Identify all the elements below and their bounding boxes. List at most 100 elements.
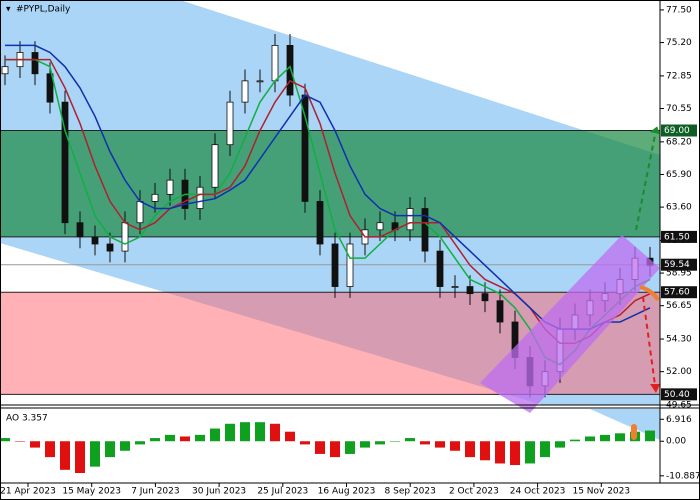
ao-bar (60, 441, 70, 470)
ao-bar (360, 441, 370, 448)
candle-body (91, 236, 99, 245)
ao-bar (375, 441, 385, 445)
ao-bar (540, 441, 550, 458)
bear-arrow-head (650, 384, 660, 393)
x-tick-label: 16 Aug 2023 (318, 487, 376, 497)
ao-bar (525, 441, 535, 464)
candle-body (316, 201, 324, 245)
level-badge (661, 124, 697, 137)
y-tick-label: 0.00 (666, 437, 686, 447)
candle-body (121, 222, 129, 252)
ao-bar (225, 423, 235, 442)
ao-bar (75, 441, 85, 473)
ao-bar (105, 441, 115, 458)
candle-body (421, 208, 429, 252)
ao-bar (270, 423, 280, 442)
ao-bar (645, 430, 655, 442)
ao-bar (315, 441, 325, 454)
level-badge (661, 258, 697, 271)
ao-marker (631, 424, 637, 440)
ao-bar (390, 441, 400, 442)
candle-body (481, 293, 489, 302)
y-tick-label: 68.20 (666, 137, 692, 147)
ao-bar (30, 441, 40, 448)
x-tick-label: 7 Jun 2023 (131, 487, 179, 497)
y-tick-label: 54.30 (666, 335, 692, 345)
candle-body (226, 101, 234, 146)
title-marker: ▾ (6, 5, 11, 15)
ao-bar (555, 441, 565, 448)
candle-body (436, 250, 444, 287)
bull-arrow (635, 134, 656, 231)
candle-body (1, 66, 9, 75)
level-label: 59.54 (664, 260, 690, 270)
level-label: 69.00 (664, 126, 690, 136)
ao-bar (480, 441, 490, 461)
candle-body (241, 80, 249, 103)
support-zone (0, 130, 660, 237)
y-tick-label: 70.55 (666, 104, 692, 114)
ao-bar (15, 441, 25, 442)
ao-bar (420, 441, 430, 445)
candle-body (151, 193, 159, 202)
ao-bar (585, 436, 595, 442)
candle-body (196, 186, 204, 209)
candle-body (106, 243, 114, 252)
ao-title: AO 3.357 (6, 414, 48, 424)
x-tick-label: 30 Jun 2023 (192, 487, 246, 497)
candle-body (286, 44, 294, 96)
y-tick-label: 56.65 (666, 301, 692, 311)
x-tick-label: 15 May 2023 (62, 487, 121, 497)
ao-bar (510, 441, 520, 466)
ao-bar (210, 428, 220, 442)
y-tick-label: 75.20 (666, 38, 692, 48)
candle-body (331, 243, 339, 287)
ao-bar (495, 441, 505, 464)
level-badge (661, 388, 697, 401)
y-tick-label: 65.90 (666, 170, 692, 180)
ao-bar (405, 438, 415, 442)
y-tick-label: -10.887 (666, 471, 700, 481)
x-tick-label: 15 Nov 2023 (572, 487, 630, 497)
ao-bar (285, 431, 295, 442)
level-label: 50.40 (664, 390, 690, 400)
candle-body (346, 243, 354, 287)
ao-bar (45, 441, 55, 458)
price-channel-box (480, 235, 660, 413)
chart-title: #PYPL,Daily (16, 5, 71, 15)
candle-body (46, 73, 54, 103)
y-tick-label: 52.00 (666, 367, 692, 377)
candle-body (466, 286, 474, 295)
ao-bar (615, 433, 625, 442)
ao-bar (255, 422, 265, 442)
x-tick-label: 24 Oct 2023 (510, 487, 566, 497)
ao-bar (195, 434, 205, 442)
ao-bar (180, 436, 190, 442)
ao-bar (465, 441, 475, 458)
candle-body (166, 179, 174, 195)
bull-arrow-head (649, 126, 660, 135)
ao-bar (570, 439, 580, 442)
candle-body (496, 300, 504, 323)
ao-bar (120, 441, 130, 451)
ao-bar (90, 441, 100, 467)
candle-body (406, 208, 414, 231)
candle-body (256, 80, 264, 83)
y-tick-label: 6.916 (666, 415, 692, 425)
y-tick-label: 63.60 (666, 203, 692, 213)
candle-body (31, 52, 39, 75)
y-tick-label: 77.50 (666, 5, 692, 15)
pivot-mark (639, 285, 660, 302)
bear-arrow (642, 296, 656, 386)
ao-bar (345, 441, 355, 454)
y-tick-label: 72.85 (666, 71, 692, 81)
x-tick-label: 25 Jul 2023 (257, 487, 308, 497)
candle-body (211, 144, 219, 188)
ao-bar (435, 441, 445, 448)
ao-bar (300, 441, 310, 445)
candle-body (61, 101, 69, 224)
y-tick-label: 49.65 (666, 401, 692, 411)
level-badge (661, 286, 697, 299)
candle-body (76, 222, 84, 238)
